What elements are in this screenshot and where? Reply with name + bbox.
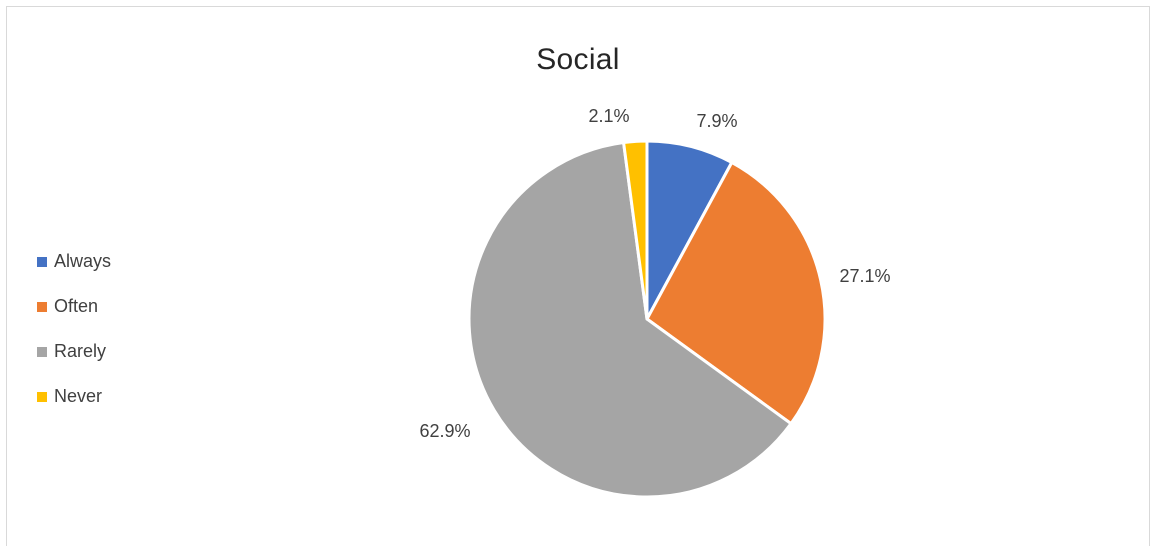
data-label-often: 27.1% xyxy=(839,266,890,286)
legend-swatch-rarely xyxy=(37,346,47,357)
legend-swatch-always xyxy=(37,256,47,267)
legend-item-never: Never xyxy=(37,374,111,419)
pie-chart: 7.9% 27.1% 62.9% 2.1% xyxy=(419,106,891,499)
data-label-never: 2.1% xyxy=(588,106,629,126)
legend-item-rarely: Rarely xyxy=(37,329,111,374)
pie-slice-rarely xyxy=(467,141,793,499)
legend-item-always: Always xyxy=(37,239,111,284)
legend-swatch-often xyxy=(37,301,47,312)
legend: Always Often Rarely Never xyxy=(37,239,111,419)
legend-label-never: Never xyxy=(54,386,103,406)
chart-frame: Social 7.9% 27.1% 62.9% 2.1% Always Often R… xyxy=(6,6,1150,546)
legend-swatch-never xyxy=(37,391,47,402)
legend-label-often: Often xyxy=(54,296,99,316)
pie-slice-often xyxy=(645,160,827,426)
chart-title: Social xyxy=(536,43,620,76)
data-label-always: 7.9% xyxy=(696,111,737,131)
data-label-rarely: 62.9% xyxy=(419,421,470,441)
legend-item-often: Often xyxy=(37,284,111,329)
legend-label-rarely: Rarely xyxy=(54,341,107,361)
legend-label-always: Always xyxy=(54,251,112,271)
pie-slice-never xyxy=(622,139,649,321)
